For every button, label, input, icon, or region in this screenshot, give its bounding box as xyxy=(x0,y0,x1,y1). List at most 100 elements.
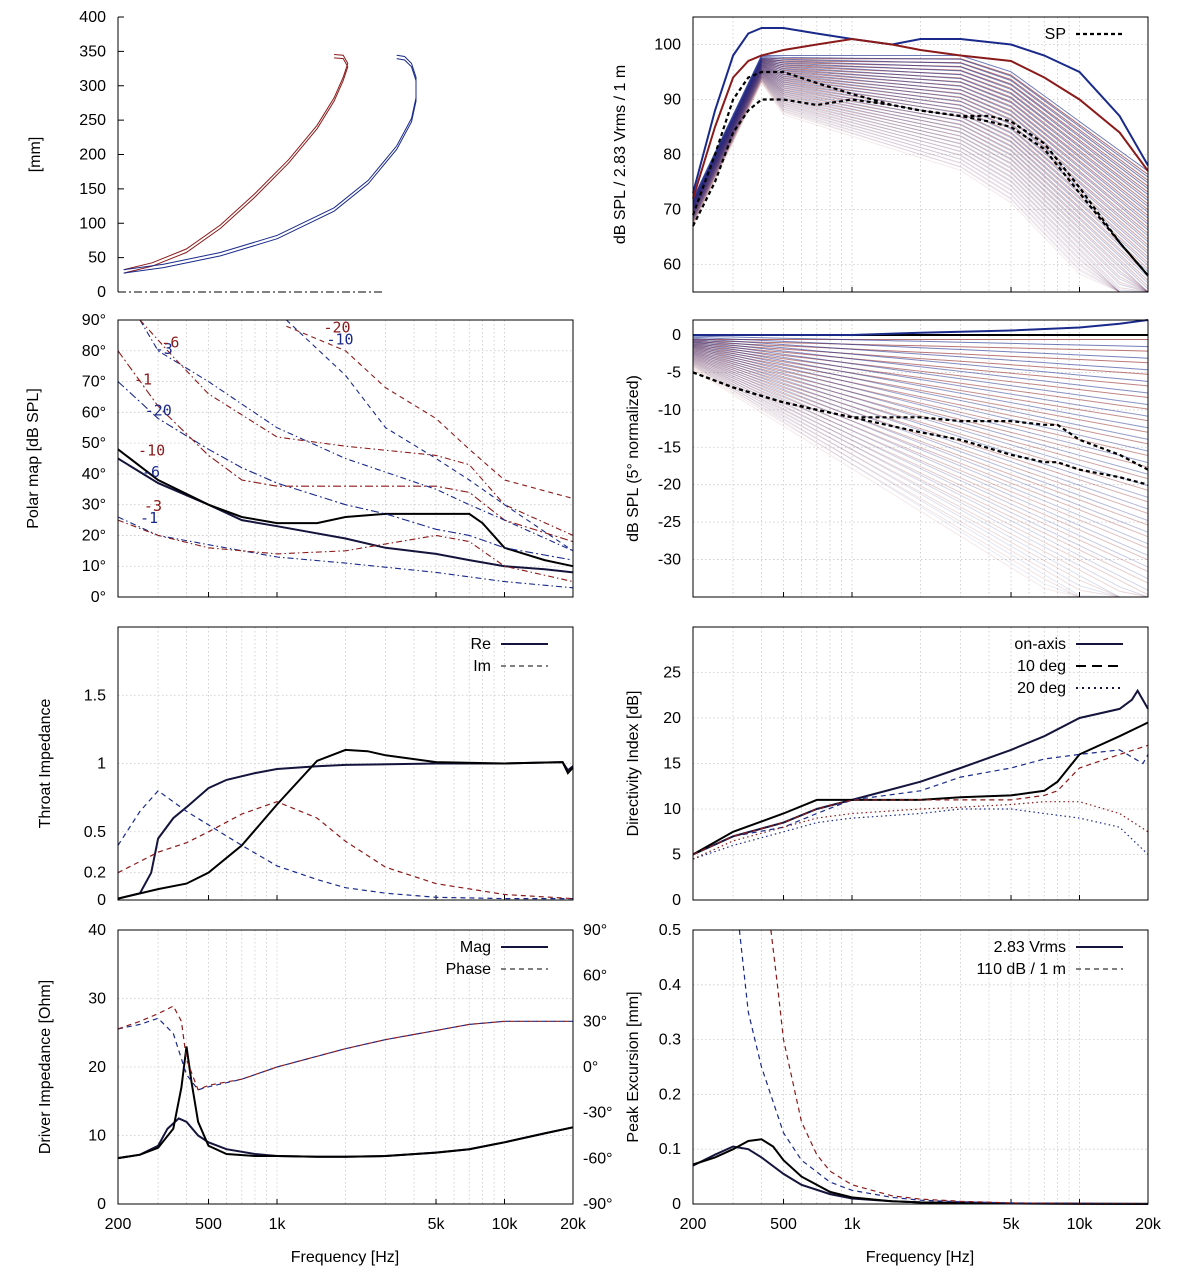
fan-line xyxy=(692,364,1149,598)
fan-line xyxy=(692,359,1149,591)
y-tick-label: 0 xyxy=(97,1196,106,1213)
fan-line xyxy=(692,66,1149,254)
profile-wall xyxy=(123,54,349,271)
fan-line xyxy=(692,349,1149,445)
contour-label: -6 xyxy=(161,334,179,352)
legend-label: 2.83 Vrms xyxy=(994,939,1066,956)
y-tick-label: 350 xyxy=(79,43,106,60)
fan-line xyxy=(692,73,1149,287)
series-line xyxy=(117,748,574,900)
fan-line xyxy=(692,350,1149,498)
y2-tick-label: 30° xyxy=(583,1013,607,1030)
y-tick-label: 1.5 xyxy=(84,687,106,704)
fan-line xyxy=(692,67,1149,246)
plot-frame xyxy=(692,929,1149,1205)
fan-line xyxy=(692,75,1149,293)
contour-label: -10 xyxy=(326,331,353,349)
y-tick-label: -20 xyxy=(658,477,681,494)
chart-normalized: -30 -25 -20 -15 -10 -5 0 dB SPL (5° normalized) xyxy=(625,319,1149,598)
fan-line xyxy=(692,68,1149,272)
series-line xyxy=(692,37,1149,199)
contour-label: -20 xyxy=(323,318,350,336)
fan-line xyxy=(692,81,1148,293)
fan-line xyxy=(692,65,1149,228)
fan-line xyxy=(692,343,1149,429)
profile-wall xyxy=(123,57,349,274)
y2-tick-label: 60° xyxy=(583,968,607,985)
y-tick-label: 50 xyxy=(88,250,106,267)
x-tick-label: 20k xyxy=(560,1216,587,1233)
y-tick-label: 80 xyxy=(663,147,681,164)
legend-label: SP xyxy=(1045,26,1066,43)
chart-driver-impedance: 0 10 20 30 40 -90° -60° -30° 0° 30° 60° 90° 200 500 1k… xyxy=(37,922,613,1233)
contour-line xyxy=(117,350,574,543)
y-tick-label: 0 xyxy=(672,892,681,909)
contour-label: -3 xyxy=(155,340,173,358)
fan-line xyxy=(692,74,1149,293)
chart-spl: 60 70 80 90 100 dB SPL / 2.83 Vrms / 1 m SP xyxy=(612,16,1149,293)
fan-line xyxy=(692,358,1149,580)
fan-line xyxy=(692,72,1149,281)
x-tick-label: 1k xyxy=(269,1216,287,1233)
fan-line xyxy=(692,72,1149,293)
x-tick-label: 500 xyxy=(195,1216,222,1233)
y-tick-label: 70° xyxy=(82,374,106,391)
legend-label: 20 deg xyxy=(1017,680,1066,697)
profile-wall xyxy=(123,54,417,271)
y-tick-label: 10 xyxy=(88,1128,106,1145)
fan-line xyxy=(692,349,1149,487)
fan-line xyxy=(692,69,1149,278)
contour-line xyxy=(117,516,574,589)
contour-label: -1 xyxy=(134,371,152,389)
legend-label: on-axis xyxy=(1014,636,1066,653)
chart-profile: 0 50 100 150 200 250 300 350 400 [mm] xyxy=(27,9,417,301)
fan-line xyxy=(692,339,1149,382)
y-tick-label: 250 xyxy=(79,112,106,129)
contour-label: -10 xyxy=(138,441,165,459)
y-axis-label: Polar map [dB SPL] xyxy=(25,388,42,529)
fan-line xyxy=(692,344,1149,398)
series-line xyxy=(692,98,1149,277)
fan-line xyxy=(692,336,1149,359)
fan-line xyxy=(692,63,1149,217)
fan-line xyxy=(692,363,1148,598)
y-tick-label: 20° xyxy=(82,527,106,544)
y-tick-label: 40 xyxy=(88,922,106,939)
series-line xyxy=(692,721,1149,856)
y-axis-label: Peak Excursion [mm] xyxy=(625,991,642,1142)
y-tick-label: 10° xyxy=(82,558,106,575)
y-tick-label: 200 xyxy=(79,147,106,164)
y-tick-label: 0.5 xyxy=(84,824,106,841)
y-tick-label: 100 xyxy=(79,215,106,232)
y-tick-label: 0.2 xyxy=(659,1086,681,1103)
y-tick-label: 90° xyxy=(82,312,106,329)
series-line xyxy=(770,929,1149,1205)
y-tick-label: 400 xyxy=(79,9,106,26)
y-tick-label: 90 xyxy=(663,92,681,109)
x-tick-label: 1k xyxy=(844,1216,862,1233)
x-tick-label: 20k xyxy=(1135,1216,1162,1233)
fan-line xyxy=(692,71,1149,270)
fan-line xyxy=(692,360,1149,598)
x-tick-label: 10k xyxy=(492,1216,519,1233)
fan-line xyxy=(692,78,1148,293)
y-tick-label: 0.2 xyxy=(84,865,106,882)
fan-line xyxy=(692,344,1149,440)
contour-line xyxy=(117,381,574,561)
fan-line xyxy=(692,351,1149,468)
y-tick-label: 40° xyxy=(82,466,106,483)
fan-line xyxy=(692,63,1149,237)
fan-line xyxy=(692,341,1149,406)
series-line xyxy=(692,371,1149,486)
legend-label: 110 dB / 1 m xyxy=(976,961,1066,978)
fan-line xyxy=(692,80,1148,293)
x-tick-label: 200 xyxy=(105,1216,132,1233)
y-axis-label: dB SPL / 2.83 Vrms / 1 m xyxy=(612,65,629,244)
y-tick-label: 60° xyxy=(82,404,106,421)
y-tick-label: -15 xyxy=(658,439,681,456)
y-tick-label: -5 xyxy=(667,364,681,381)
y2-tick-label: 0° xyxy=(583,1059,598,1076)
fan-line xyxy=(692,345,1149,452)
y2-tick-label: -60° xyxy=(583,1150,613,1167)
